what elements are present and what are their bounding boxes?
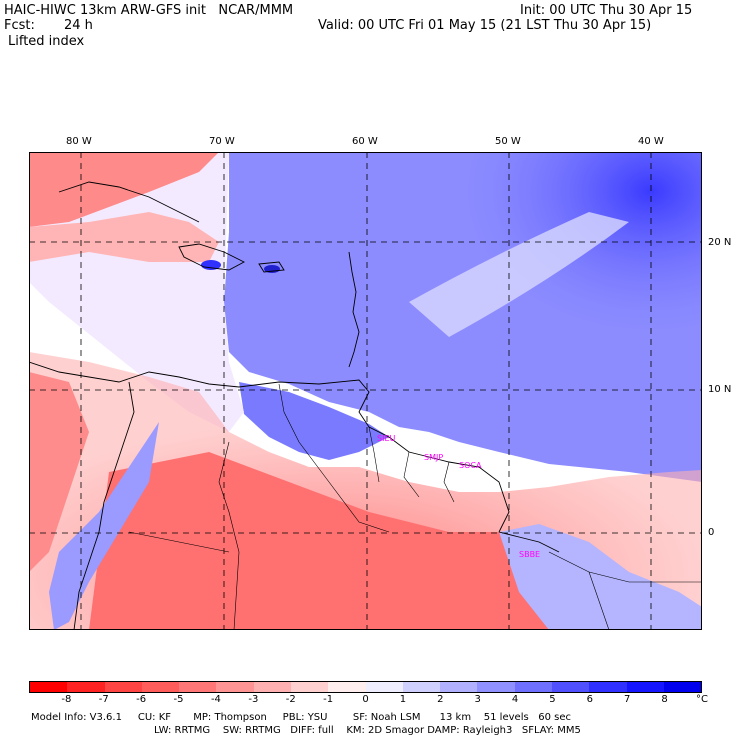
- unstable-region-pacific: [29, 372, 89, 572]
- colorbar-tick-label: 4: [511, 694, 519, 705]
- colorbar-segment: [328, 682, 366, 692]
- colorbar-segment: [551, 682, 590, 692]
- station-label: SBBE: [519, 550, 540, 559]
- colorbar-tick-label: -1: [323, 694, 334, 705]
- model-title: HAIC-HIWC 13km ARW-GFS init NCAR/MMM: [4, 3, 294, 18]
- neutral-band-ocean: [409, 212, 629, 337]
- colorbar-tick-label: -4: [210, 694, 221, 705]
- colorbar-tick-label: 8: [661, 694, 668, 705]
- unstable-region-greater-antilles: [29, 212, 219, 262]
- lifted-index-map: SIEU SMJP SOCA SBBE: [29, 152, 702, 630]
- colorbar-tick-label: 0: [362, 694, 369, 705]
- colorbar-labels: -8 -7 -6 -5 -4 -3 -2 -1 0 1 2 3 4 5 6 7 8: [29, 694, 702, 706]
- country-borders: [128, 383, 702, 630]
- colorbar-segment: [290, 682, 329, 692]
- station-label: SMJP: [424, 453, 443, 462]
- colorbar-segment: [663, 682, 702, 692]
- lon-label-40w: 40 W: [638, 136, 664, 147]
- colorbar-segment: [179, 682, 217, 692]
- colorbar-tick-label: 5: [549, 694, 556, 705]
- colorbar-tick-label: -8: [61, 694, 72, 705]
- lat-label-20n: 20 N: [708, 237, 732, 248]
- colorbar-segment: [104, 682, 142, 692]
- colorbar-tick-label: -5: [173, 694, 184, 705]
- colorbar-tick-label: 3: [474, 694, 481, 705]
- colorbar-segment: [67, 682, 105, 692]
- lon-label-60w: 60 W: [352, 136, 378, 147]
- lon-label-80w: 80 W: [66, 136, 92, 147]
- colorbar: [29, 681, 702, 693]
- colorbar-segment: [589, 682, 627, 692]
- colorbar-unit: °C: [696, 694, 708, 705]
- neutral-band: [29, 152, 244, 432]
- colorbar-tick-label: 6: [586, 694, 594, 705]
- colorbar-tick-label: 7: [624, 694, 631, 705]
- stable-band-south: [239, 382, 389, 460]
- graticule: [29, 152, 702, 630]
- colorbar-segment: [253, 682, 291, 692]
- station-label: SIEU: [377, 434, 395, 443]
- colorbar-segment: [365, 682, 403, 692]
- colorbar-segment: [402, 682, 441, 692]
- lon-label-50w: 50 W: [495, 136, 521, 147]
- footer-model-info-line2: LW: RRTMG SW: RRTMG DIFF: full KM: 2D Sm…: [154, 725, 581, 736]
- lon-label-70w: 70 W: [209, 136, 235, 147]
- colorbar-segment: [626, 682, 664, 692]
- colorbar-segment: [477, 682, 515, 692]
- valid-time: Valid: 00 UTC Fri 01 May 15 (21 LST Thu …: [318, 18, 652, 33]
- init-time: Init: 00 UTC Thu 30 Apr 15: [520, 3, 693, 18]
- lat-label-10n: 10 N: [708, 384, 732, 395]
- lat-label-0: 0: [708, 527, 715, 538]
- fcst-value: 24 h: [64, 18, 93, 33]
- colorbar-segment: [514, 682, 552, 692]
- colorbar-tick-label: -3: [248, 694, 259, 705]
- colorbar-tick-label: 1: [399, 694, 407, 705]
- colorbar-tick-label: -6: [136, 694, 147, 705]
- unstable-core: [89, 452, 549, 630]
- colorbar-segment: [216, 682, 254, 692]
- stable-patch-andes: [49, 422, 159, 630]
- colorbar-segment: [30, 682, 68, 692]
- footer-model-info-line1: Model Info: V3.6.1 CU: KF MP: Thompson P…: [31, 712, 571, 723]
- colorbar-tick-label: -7: [98, 694, 109, 705]
- coastlines: [29, 181, 560, 630]
- colorbar-segment: [440, 682, 478, 692]
- colorbar-tick-label: -2: [285, 694, 296, 705]
- colorbar-tick-label: 2: [437, 694, 444, 705]
- unstable-region-caribbean-north: [29, 152, 219, 227]
- station-label: SOCA: [459, 461, 482, 470]
- field-name: Lifted index: [8, 34, 85, 49]
- fcst-label: Fcst:: [4, 18, 35, 33]
- map-frame: [29, 152, 702, 630]
- colorbar-segment: [141, 682, 180, 692]
